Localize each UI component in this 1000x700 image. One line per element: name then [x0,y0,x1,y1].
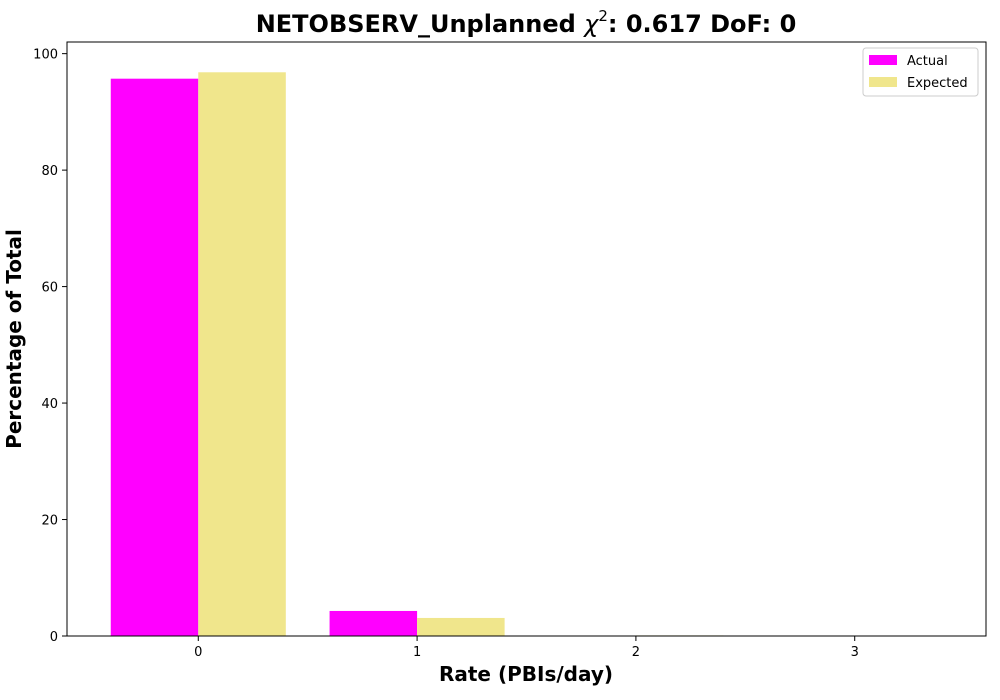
chart-title-sup: 2 [598,7,608,25]
bars-group [110,72,724,637]
y-tick-label: 40 [41,397,58,412]
legend-label-expected: Expected [907,76,968,91]
legend-swatch-expected [869,77,897,87]
plot-frame [66,41,987,637]
x-tick-label: 0 [194,645,202,660]
y-ticks: 0 20 40 60 80 100 [33,48,67,645]
x-ticks: 0 1 2 3 [194,636,859,660]
axes-group [66,41,987,637]
x-tick-label: 1 [413,645,421,660]
legend-label-actual: Actual [907,54,948,69]
legend-swatch-actual [869,55,897,65]
y-tick-label: 80 [41,164,58,179]
chart-title-suffix: : 0.617 DoF: 0 [608,10,796,38]
bar-expected-1 [417,617,505,636]
y-tick-label: 60 [41,281,58,296]
y-tick-label: 0 [50,630,58,645]
bar-actual-1 [329,610,418,636]
x-axis-label: Rate (PBIs/day) [439,662,613,686]
y-tick-label: 20 [41,514,58,529]
bar-expected-0 [198,72,286,637]
legend: Actual Expected [862,47,979,97]
x-tick-label: 3 [851,645,859,660]
y-axis-label: Percentage of Total [2,229,26,449]
chart-title-chi: χ [582,10,599,38]
chart-title: NETOBSERV_Unplanned χ2: 0.617 DoF: 0 [256,7,797,38]
x-tick-label: 2 [632,645,640,660]
bar-actual-0 [110,78,199,636]
chart-title-prefix: NETOBSERV_Unplanned [256,10,584,38]
y-tick-label: 100 [33,48,58,63]
